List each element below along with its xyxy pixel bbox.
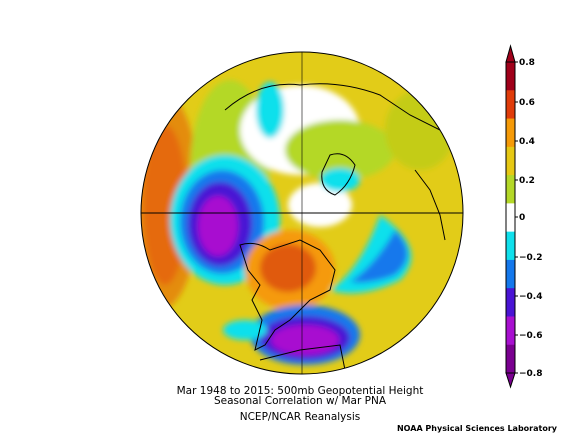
colorbar-swatch: [506, 203, 515, 233]
colorbar-tick-label: −0.4: [519, 292, 542, 302]
coastlines: [224, 83, 446, 371]
colorbar-swatch: [506, 118, 515, 148]
caption-source: NCEP/NCAR Reanalysis: [239, 411, 361, 423]
colorbar-tick-label: 0.2: [519, 176, 535, 186]
colorbar-tick-label: 0.8: [519, 58, 535, 68]
colorbar-tick-label: 0.6: [519, 98, 535, 108]
europe-coast: [414, 169, 446, 241]
eurasia-coast: [224, 83, 441, 131]
colorbar-swatch: [506, 288, 515, 317]
colorbar-swatch: [506, 259, 515, 289]
atlantic-weak-positive: [285, 120, 395, 180]
colorbar-swatch: [506, 146, 515, 176]
colorbar-max-arrow: [505, 44, 516, 63]
colorbar-tick-label: −0.2: [519, 253, 542, 263]
colorbar-tick-label: −0.8: [519, 369, 542, 379]
colorbar: 0.8 0.6 0.4 0.2 0 −0.2 −0.4 −0.6 −0.8: [505, 44, 542, 389]
western-canada-ridge-center: [260, 244, 316, 292]
colorbar-tick-label: 0: [519, 213, 525, 223]
colorbar-tick-label: −0.6: [519, 331, 542, 341]
colorbar-swatch: [506, 316, 515, 346]
north-america-coast: [239, 239, 336, 351]
north-pacific-low-center: [198, 196, 238, 256]
colorbar-tick-label: 0.4: [519, 137, 535, 147]
colorbar-min-arrow: [505, 372, 516, 389]
caption-subtitle: Seasonal Correlation w/ Mar PNA: [213, 395, 386, 407]
colorbar-swatch: [506, 62, 515, 91]
southeast-us-low-center: [271, 325, 339, 355]
colorbar-swatch: [506, 231, 515, 261]
eurasia-weak-positive: [385, 90, 455, 170]
credit-label: NOAA Physical Sciences Laboratory: [396, 424, 557, 433]
arctic-weak-negative: [256, 82, 284, 138]
mexico-coast: [259, 344, 346, 371]
pacific-coast-weak-negative: [223, 320, 267, 340]
colorbar-swatch: [506, 90, 515, 120]
greenland-coast: [321, 153, 356, 196]
atlantic-negative-core: [350, 230, 408, 283]
labrador-weak-negative: [320, 168, 360, 192]
colorbar-swatch: [506, 175, 515, 204]
polar-correlation-map: [141, 52, 463, 374]
caption-title: Mar 1948 to 2015: 500mb Geopotential Hei…: [176, 385, 424, 397]
colorbar-swatch: [506, 344, 515, 374]
